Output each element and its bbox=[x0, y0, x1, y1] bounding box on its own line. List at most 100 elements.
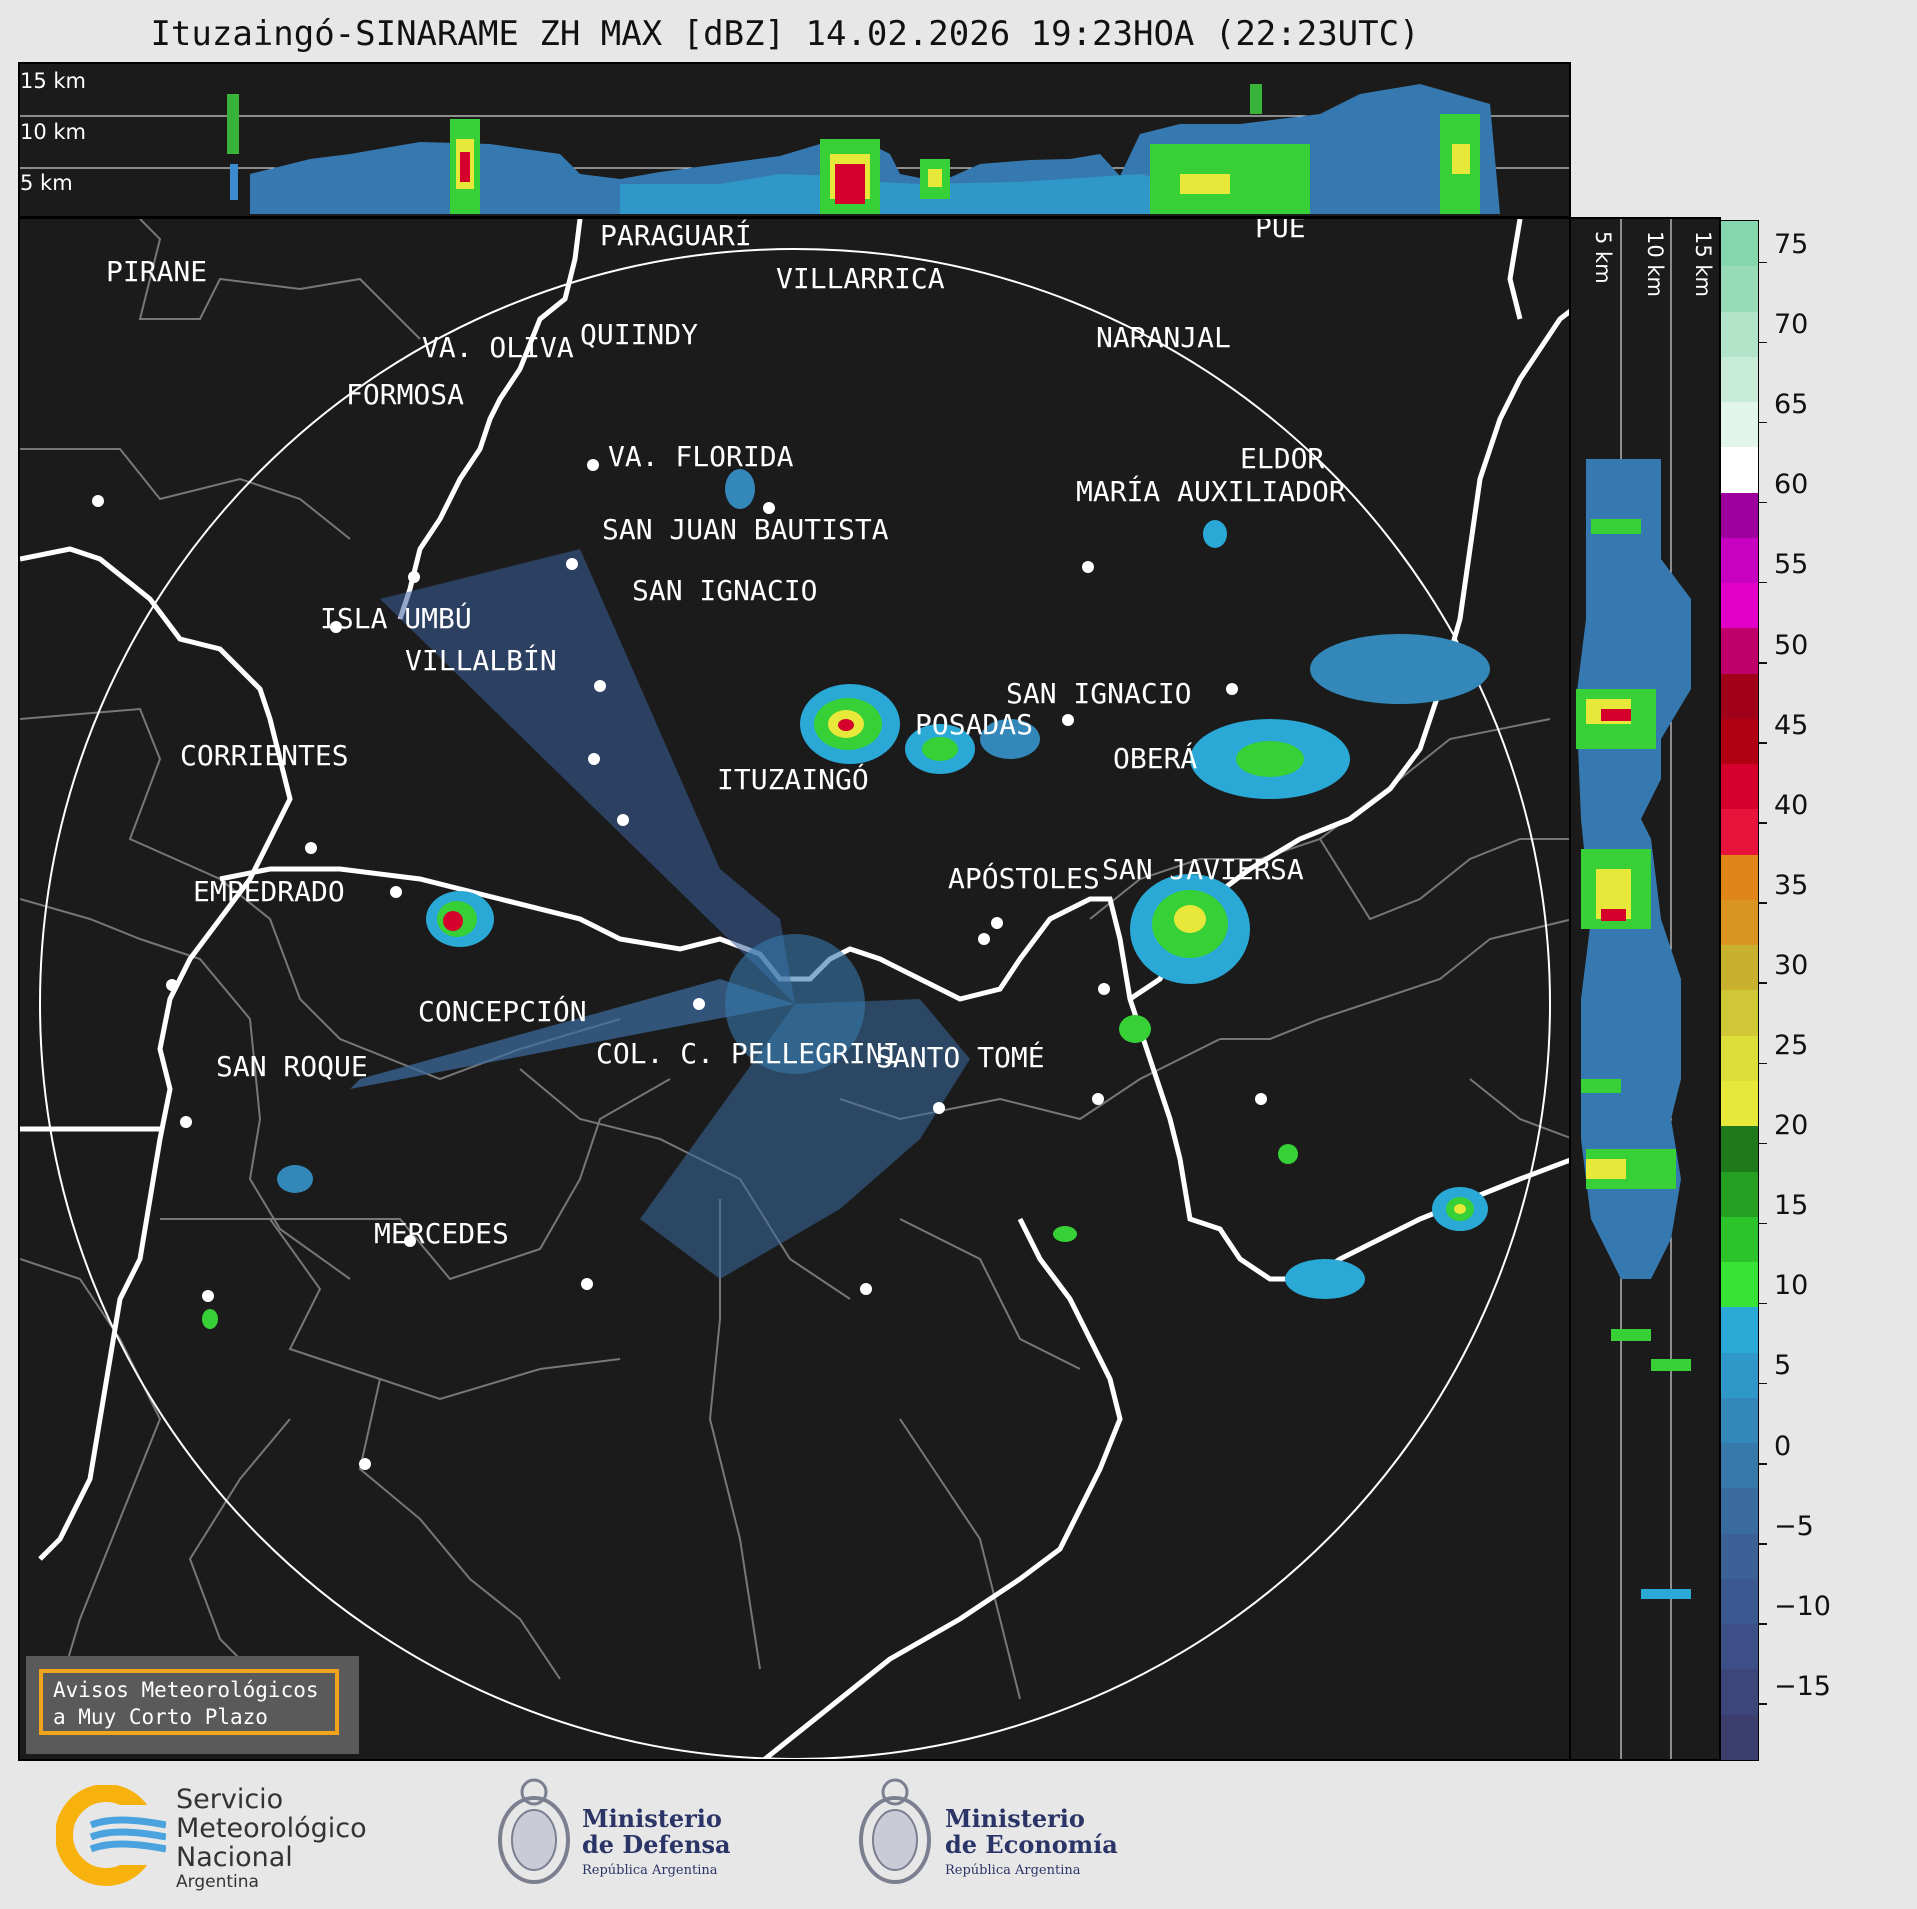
location-label: SAN JUAN BAUTISTA bbox=[602, 513, 889, 546]
side-profile-echoes bbox=[1576, 459, 1691, 1599]
location-label: QUIINDY bbox=[580, 318, 699, 351]
location-label: EMPEDRADO bbox=[193, 875, 345, 908]
location-label: VA. FLORIDA bbox=[608, 440, 794, 473]
colorbar-tick-label: 25 bbox=[1759, 1030, 1820, 1078]
colorbar-tick-label: 45 bbox=[1759, 710, 1820, 758]
smn-line-2: Meteorológico bbox=[176, 1813, 367, 1844]
colorbar-swatch bbox=[1721, 1352, 1758, 1398]
colorbar-swatch bbox=[1721, 1533, 1758, 1579]
colorbar-swatch bbox=[1721, 899, 1758, 946]
colorbar-swatch bbox=[1721, 537, 1758, 584]
top-profile-echoes bbox=[227, 84, 1500, 214]
colorbar-tick-label: 20 bbox=[1759, 1110, 1820, 1158]
colorbar-tick-label: 40 bbox=[1759, 790, 1820, 838]
colorbar-swatch bbox=[1721, 1714, 1758, 1760]
avisos-line-2: a Muy Corto Plazo bbox=[53, 1705, 268, 1729]
location-label: MERCEDES bbox=[374, 1217, 509, 1250]
smn-line-1: Servicio bbox=[176, 1784, 284, 1815]
economia-line-3: República Argentina bbox=[945, 1863, 1081, 1878]
colorbar-swatch bbox=[1721, 311, 1758, 357]
defensa-line-1: Ministerio bbox=[582, 1804, 722, 1833]
location-label: ITUZAINGÓ bbox=[717, 763, 869, 796]
top-height-label-5: 5 km bbox=[20, 171, 73, 195]
location-label: SA bbox=[1270, 853, 1304, 886]
colorbar-swatch bbox=[1721, 854, 1758, 900]
location-label: SAN JAVIER bbox=[1102, 853, 1271, 886]
location-label: PARAGUARÍ bbox=[600, 219, 752, 252]
colorbar-tick-label: 60 bbox=[1759, 469, 1820, 517]
colorbar-swatch bbox=[1721, 809, 1758, 855]
location-labels: PIRANE PARAGUARÍ VILLARRICA QUIINDY VA. … bbox=[20, 217, 1569, 1759]
location-label: OBERÁ bbox=[1113, 742, 1198, 775]
smn-line-3: Nacional bbox=[176, 1842, 293, 1873]
defensa-line-2: de Defensa bbox=[582, 1830, 731, 1859]
colorbar-swatch bbox=[1721, 1443, 1758, 1489]
colorbar-swatch bbox=[1721, 673, 1758, 719]
chart-title: Ituzaingó-SINARAME ZH MAX [dBZ] 14.02.20… bbox=[150, 14, 1420, 54]
location-label: VA. OLIVA bbox=[422, 331, 574, 364]
location-label: NARANJAL bbox=[1096, 321, 1231, 354]
location-label: COL. C. PELLEGRINI bbox=[596, 1037, 900, 1070]
location-label: PIRANE bbox=[106, 255, 208, 288]
colorbar-swatch bbox=[1721, 1669, 1758, 1715]
colorbar-tick-label: 65 bbox=[1759, 389, 1820, 437]
economia-line-2: de Economía bbox=[945, 1830, 1118, 1859]
side-height-label-10: 10 km bbox=[1643, 231, 1667, 298]
colorbar-tick-label: 5 bbox=[1759, 1350, 1820, 1398]
colorbar-tick-label: −5 bbox=[1759, 1511, 1820, 1559]
colorbar-swatch bbox=[1721, 402, 1758, 448]
colorbar-tick-label: 15 bbox=[1759, 1190, 1820, 1238]
colorbar-swatch bbox=[1721, 492, 1758, 538]
colorbar-tick-label: −15 bbox=[1759, 1671, 1831, 1719]
colorbar-swatch bbox=[1721, 356, 1758, 403]
city-markers bbox=[92, 459, 1267, 1470]
location-label: SANTO TOMÉ bbox=[876, 1041, 1045, 1074]
location-label: ISLA UMBÚ bbox=[320, 602, 472, 635]
location-label: SAN IGNACIO bbox=[1006, 677, 1192, 710]
colorbar-swatch bbox=[1721, 1171, 1758, 1217]
location-label: FORMOSA bbox=[346, 378, 465, 411]
colorbar-tick-label: 35 bbox=[1759, 870, 1820, 918]
avisos-box[interactable]: Avisos Meteorológicos a Muy Corto Plazo bbox=[26, 1656, 359, 1754]
defensa-line-3: República Argentina bbox=[582, 1863, 718, 1878]
colorbar-swatch bbox=[1721, 1035, 1758, 1082]
location-label: SAN ROQUE bbox=[216, 1050, 368, 1083]
defensa-logo: Ministerio de Defensa República Argentin… bbox=[494, 1770, 754, 1900]
location-label: CONCEPCIÓN bbox=[418, 995, 587, 1028]
side-height-label-15: 15 km bbox=[1691, 231, 1715, 298]
top-height-label-10: 10 km bbox=[20, 120, 87, 144]
smn-logo-icon bbox=[56, 1785, 166, 1886]
colorbar-tick-label: 75 bbox=[1759, 229, 1820, 277]
location-label: CORRIENTES bbox=[180, 739, 349, 772]
colorbar-swatch bbox=[1721, 1578, 1758, 1625]
radar-map: PIRANE PARAGUARÍ VILLARRICA QUIINDY VA. … bbox=[18, 217, 1571, 1761]
radar-map-svg bbox=[20, 219, 1569, 1759]
colorbar-swatch bbox=[1721, 1081, 1758, 1127]
location-label: POSADAS bbox=[915, 708, 1034, 741]
coat-of-arms-icon bbox=[859, 1778, 931, 1884]
colorbar-tick-label: 70 bbox=[1759, 309, 1820, 357]
smn-line-4: Argentina bbox=[176, 1872, 259, 1892]
radar-echoes bbox=[202, 469, 1490, 1329]
colorbar-swatch bbox=[1721, 1262, 1758, 1308]
top-height-label-15: 15 km bbox=[20, 69, 87, 93]
smn-logo: Servicio Meteorológico Nacional Argentin… bbox=[56, 1785, 386, 1895]
colorbar-swatch bbox=[1721, 1488, 1758, 1534]
location-label: APÓSTOLES bbox=[948, 862, 1100, 895]
colorbar-swatch bbox=[1721, 764, 1758, 810]
colorbar-swatch bbox=[1721, 1397, 1758, 1444]
colorbar-tick-label: 0 bbox=[1759, 1431, 1820, 1479]
colorbar-swatch bbox=[1721, 1216, 1758, 1263]
location-label: VILLARRICA bbox=[776, 262, 945, 295]
colorbar-swatch bbox=[1721, 945, 1758, 991]
colorbar-swatch bbox=[1721, 1624, 1758, 1670]
colorbar-swatch bbox=[1721, 1307, 1758, 1353]
location-label: VILLALBÍN bbox=[405, 644, 557, 677]
location-label: PUE bbox=[1255, 217, 1306, 244]
colorbar-swatch bbox=[1721, 583, 1758, 629]
side-height-label-5: 5 km bbox=[1591, 231, 1615, 284]
colorbar-tick-label: 30 bbox=[1759, 950, 1820, 998]
location-label: ELDOR bbox=[1240, 442, 1325, 475]
location-label: MARÍA AUXILIADOR bbox=[1076, 475, 1346, 508]
side-height-profile: 5 km 10 km 15 km bbox=[1569, 217, 1721, 1761]
